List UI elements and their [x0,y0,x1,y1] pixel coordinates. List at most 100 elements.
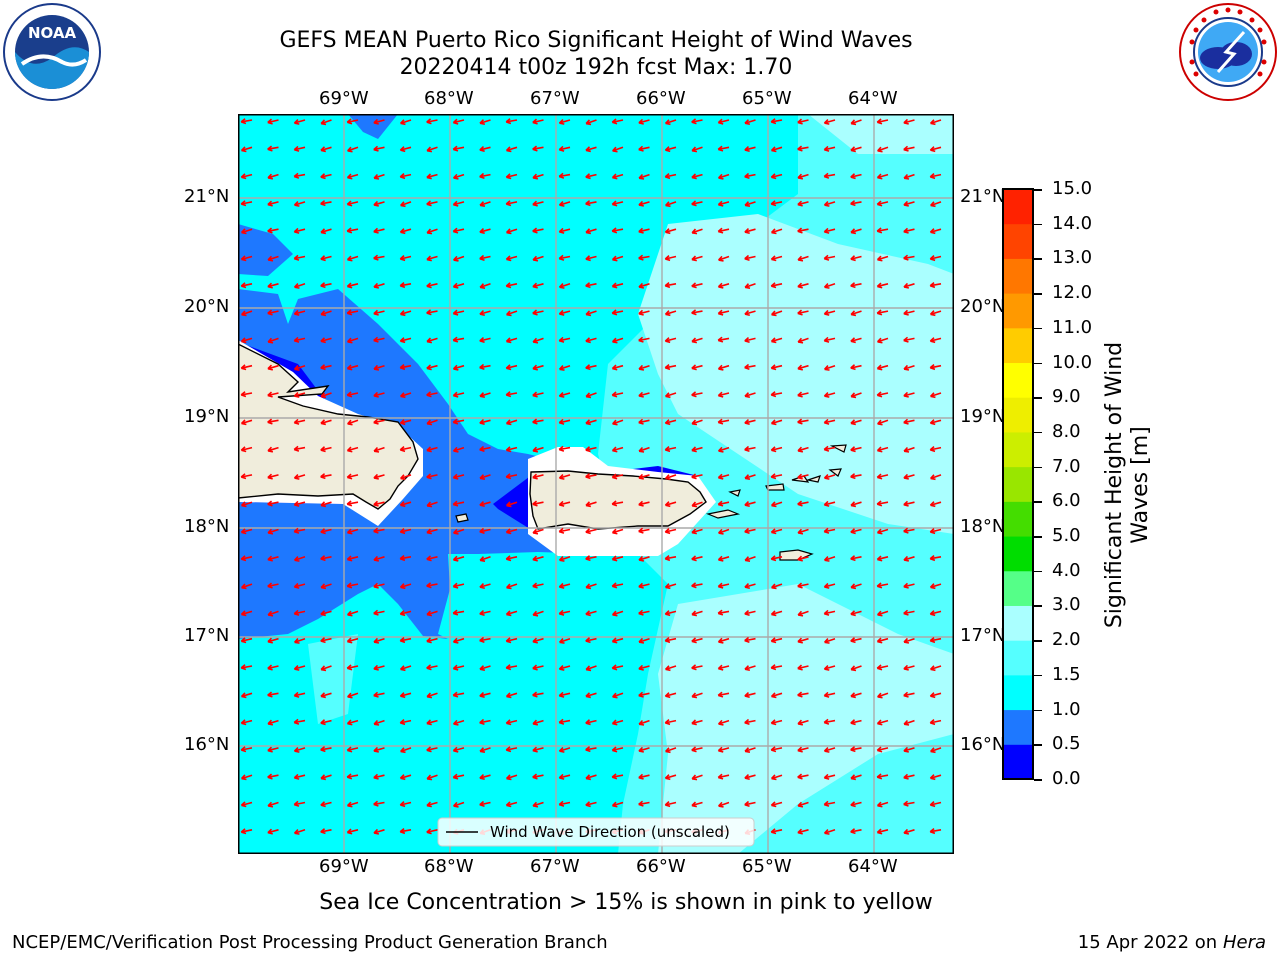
wind-arrow [320,719,332,726]
wind-arrow [770,501,783,508]
wind-arrow [717,664,730,671]
wind-arrow [638,227,650,234]
wind-arrow [320,828,332,835]
wind-arrow [347,419,359,426]
wind-arrow [823,227,836,234]
wind-arrow [850,392,862,399]
wind-arrow [585,473,597,480]
colorbar-tick-label: 8.0 [1052,420,1081,442]
wind-arrow [346,446,359,453]
island-mona [455,513,469,523]
wind-arrow [664,173,677,180]
wind-arrow [930,474,942,481]
wind-arrow [267,364,279,371]
wind-arrow [479,474,491,481]
wind-arrow [585,692,597,699]
lon-label-top: 69°W [319,88,369,109]
wind-arrow [691,692,703,699]
wind-arrow [479,228,491,235]
wind-arrow [399,310,412,317]
wind-arrow [718,528,730,535]
wind-arrow [293,829,306,835]
wind-arrow [479,774,491,781]
wind-arrow [479,363,491,370]
wind-arrow [797,473,809,480]
wind-arrow [770,664,783,671]
wind-arrow [399,801,412,808]
wind-arrow [532,555,544,562]
wind-arrow [824,637,836,644]
lon-label-top: 68°W [424,88,474,109]
wind-arrow [267,418,279,425]
wind-arrow [452,637,465,644]
wind-arrow [664,610,677,617]
wind-arrow [744,363,756,370]
wind-arrow [479,609,491,616]
wind-arrow [505,528,518,535]
wind-arrow [346,255,359,262]
wind-arrow [850,419,862,426]
wind-arrow [797,309,809,316]
wind-arrow [876,610,889,617]
wind-arrow [532,446,544,453]
wind-arrow [876,719,889,726]
wind-arrow [505,228,518,235]
wind-arrow [850,446,862,453]
island-anegada [828,468,842,477]
wind-arrow [585,310,597,317]
wind-arrow [293,473,306,480]
wind-arrow [585,228,597,235]
wind-arrow [876,282,889,289]
wind-arrow [399,392,412,399]
wind-arrow [770,118,783,125]
colorbar-cell [1003,501,1033,537]
wind-arrow [770,801,783,808]
wind-arrow [664,146,677,153]
wind-arrow [691,337,703,344]
wind-arrow [373,473,385,480]
wind-arrow [612,419,624,426]
wind-arrow [691,501,703,508]
wind-arrow [240,391,253,398]
wind-arrow [267,500,279,507]
wind-arrow [691,255,703,262]
wind-arrow [267,719,279,726]
wind-arrow [876,446,889,453]
wind-arrow [532,637,544,644]
wind-arrow [585,119,597,126]
wind-arrow [823,172,836,179]
field-0p5-1-top [348,114,398,139]
wind-arrow [505,146,518,153]
wave-height-map: Wind Wave Direction (unscaled) [238,114,954,854]
wind-arrow [797,173,809,180]
wind-arrow [241,310,253,317]
wind-arrow [664,774,677,781]
colorbar-tick-label: 10.0 [1052,351,1093,373]
colorbar-tick-label: 11.0 [1052,316,1093,338]
wind-arrow [744,283,756,290]
wind-arrow [797,282,809,289]
wind-arrow [877,419,889,426]
wind-arrow [479,691,491,698]
wind-arrow [426,118,438,125]
wind-arrow [240,146,253,153]
wind-arrow [373,637,385,644]
wind-arrow [929,665,942,672]
wind-arrow [691,801,703,808]
wind-arrow [611,118,624,125]
wind-arrow [929,636,942,644]
wind-arrow [770,446,783,453]
lat-label-right: 16°N [960,734,1006,755]
wind-arrow [558,283,571,289]
wind-arrow [638,637,650,644]
wind-arrow [717,282,730,289]
wind-arrow [929,363,942,371]
colorbar-cell [1003,640,1033,676]
wind-arrow [638,391,650,398]
wind-arrow [691,637,703,644]
colorbar-tick-label: 14.0 [1052,212,1093,234]
wind-arrow [267,610,279,617]
wind-arrow [611,555,624,562]
wind-arrow [744,392,756,399]
colorbar-tick-label: 6.0 [1052,490,1081,512]
